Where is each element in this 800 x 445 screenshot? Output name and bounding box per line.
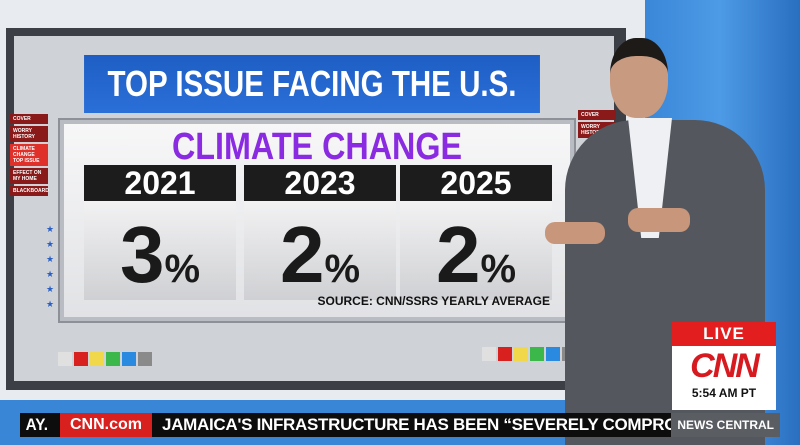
percent-sign: % [164, 247, 201, 291]
ticker-headline: JAMAICA'S INFRASTRUCTURE HAS BEEN “SEVER… [162, 415, 672, 434]
year-label: 2025 [400, 165, 552, 201]
nav-cover-right[interactable]: COVER [578, 110, 616, 120]
nav-climate-change[interactable]: CLIMATE CHANGE TOP ISSUE [10, 144, 48, 166]
color-swatches [58, 352, 152, 366]
graphic-headline: CLIMATE CHANGE [171, 126, 463, 168]
ticker-previous: AY. [25, 415, 49, 434]
nav-worry-history[interactable]: WORRY HISTORY [10, 126, 48, 142]
color-swatches-right [482, 347, 576, 361]
color-swatch[interactable] [58, 352, 72, 366]
source-note: SOURCE: CNN/SSRS YEARLY AVERAGE [317, 294, 551, 308]
live-label: LIVE [672, 322, 776, 346]
percent-sign: % [480, 247, 517, 291]
year-label: 2023 [244, 165, 396, 201]
percent-value: 2 [279, 210, 325, 299]
cnn-com-logo: CNN.com [60, 413, 153, 437]
color-swatch[interactable] [530, 347, 544, 361]
graphic-title: TOP ISSUE FACING THE U.S. [84, 55, 540, 113]
nav-blackboard[interactable]: BLACKBOARD [10, 186, 49, 196]
year-column: 2021 3% [84, 165, 236, 300]
year-label: 2021 [84, 165, 236, 201]
nav-effect-home[interactable]: EFFECT ON MY HOME [10, 168, 48, 184]
percent-sign: % [324, 247, 361, 291]
color-swatch[interactable] [74, 352, 88, 366]
color-swatch[interactable] [122, 352, 136, 366]
news-ticker: AY. CNN.com JAMAICA'S INFRASTRUCTURE HAS… [20, 413, 780, 437]
stars-decoration: ★ ★ ★ ★ ★ ★ [46, 224, 55, 309]
presenter-hand [628, 208, 690, 232]
nav-cover[interactable]: COVER [10, 114, 48, 124]
color-swatch[interactable] [514, 347, 528, 361]
year-column: 2025 2% [400, 165, 552, 300]
color-swatch[interactable] [546, 347, 560, 361]
left-nav-menu: COVER WORRY HISTORY CLIMATE CHANGE TOP I… [10, 114, 49, 198]
presenter-head [610, 38, 668, 118]
color-swatch[interactable] [498, 347, 512, 361]
color-swatch[interactable] [482, 347, 496, 361]
color-swatch[interactable] [90, 352, 104, 366]
show-name: NEWS CENTRAL [671, 413, 780, 437]
clock: 5:54 AM PT [691, 386, 757, 400]
percent-value: 2 [435, 210, 481, 299]
cnn-logo: CNN [690, 347, 760, 385]
color-swatch[interactable] [138, 352, 152, 366]
percent-value: 3 [119, 210, 165, 299]
presenter-hand [545, 222, 605, 244]
live-bug: LIVE CNN 5:54 AM PT [672, 322, 776, 410]
year-column: 2023 2% [244, 165, 396, 300]
color-swatch[interactable] [106, 352, 120, 366]
